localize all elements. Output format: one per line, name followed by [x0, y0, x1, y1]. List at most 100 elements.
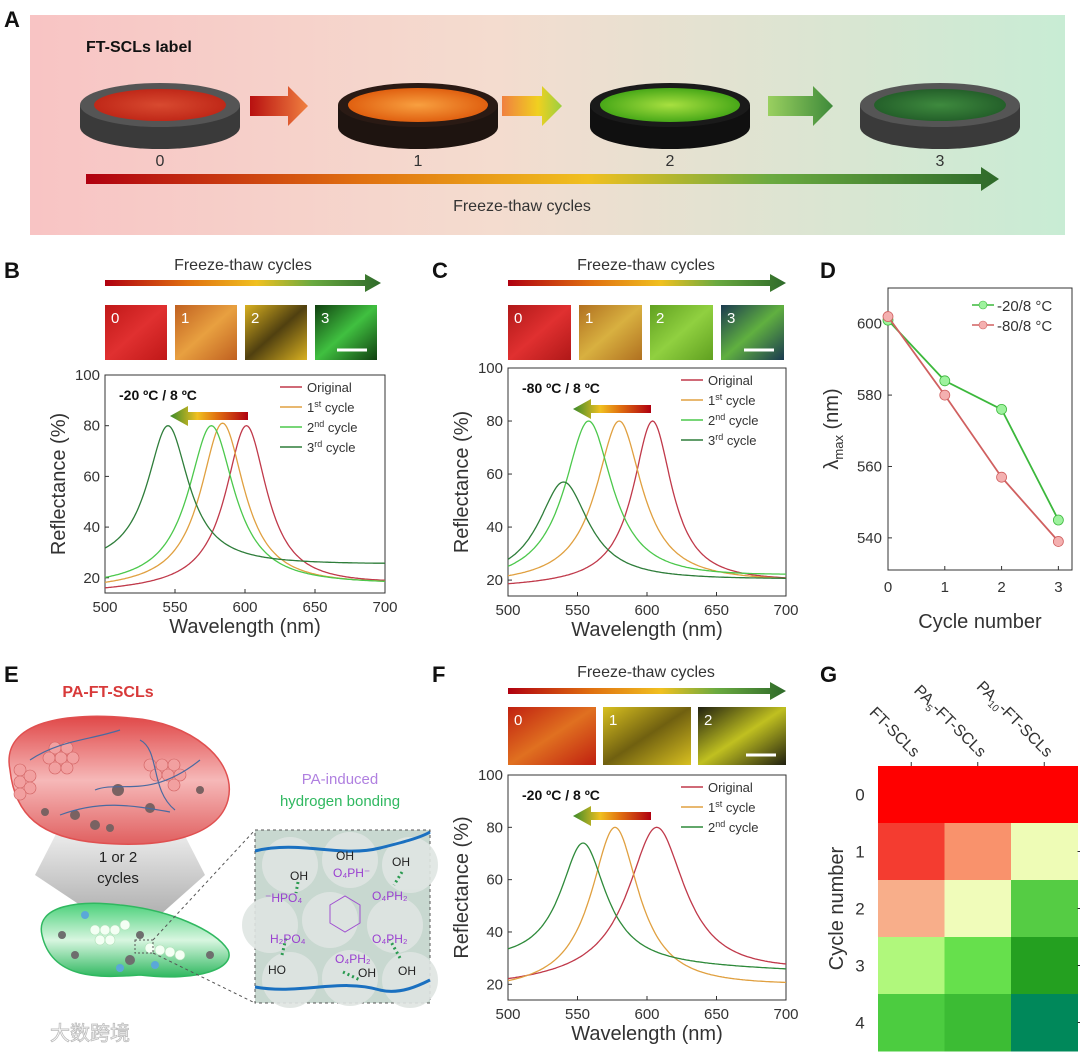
chem-label: OH	[392, 855, 410, 869]
heatmap-cell-r1-c0	[878, 823, 945, 881]
series-line-3rd-cycle	[507, 481, 786, 579]
micrograph-tile	[650, 305, 713, 360]
data-point	[1052, 536, 1064, 547]
data-point	[996, 471, 1007, 483]
x-tick-label: 0	[884, 579, 892, 596]
heatmap-cell-r3-c2	[1011, 937, 1078, 995]
hydrogen-bonding-inset: OH OH OH O₄PH⁻ ⁻HPO₄ O₄PH₂ H₂PO₄ O₄PH₂ O…	[242, 829, 438, 1008]
legend-text: Original	[708, 780, 753, 795]
legend-text: cycle	[324, 420, 357, 435]
disc-stage-0	[80, 83, 240, 149]
x-tick-label: 3	[1054, 579, 1062, 596]
transition-label-line-1: 1 or 2	[99, 849, 137, 866]
transition-label-line-2: cycles	[97, 870, 139, 887]
chem-label: O₄PH₂	[335, 952, 371, 966]
chart-d-lambda-max: 0 1 2 3 540 560 580 600 Cycle number λmax (nm) -20…	[821, 287, 1073, 633]
y-tick-label: 20	[83, 570, 100, 587]
x-tick-label: 550	[162, 599, 187, 616]
legend-label: 1st cycle	[307, 399, 354, 415]
legend-marker	[978, 320, 988, 330]
heatmap-cell-r0-c0	[878, 766, 945, 824]
micrograph-tile	[508, 707, 596, 765]
condition-label: -20 ºC / 8 ºC	[119, 387, 197, 403]
panel-label-f: F	[432, 662, 445, 687]
x-tick-label: 500	[495, 602, 520, 619]
x-tick-label: 650	[704, 1006, 729, 1023]
legend-label: 1st cycle	[708, 392, 755, 408]
micrograph-strip-c: 0 1 2 3	[508, 305, 784, 360]
micrograph-tile-label: 1	[585, 310, 593, 327]
chem-label: ⁻HPO₄	[265, 891, 302, 905]
x-axis-label: Wavelength (nm)	[169, 616, 321, 638]
chart-c-reflectance: 500 550 600 650 700 20 40 60 80 100 Wavelength (nm…	[451, 360, 799, 641]
panel-label-e: E	[4, 662, 19, 687]
transition-arrow-icon	[35, 830, 205, 915]
legend-sup: rd	[715, 432, 723, 442]
stage-arrow-icon	[250, 86, 308, 126]
stage-arrow-icon	[502, 86, 562, 126]
micrograph-tile	[245, 305, 307, 360]
panel-label-g: G	[820, 662, 837, 687]
y-tick-label: 100	[478, 360, 503, 377]
heatmap-cell-r0-c1	[944, 766, 1012, 824]
x-tick-label: 600	[232, 599, 257, 616]
chem-label: O₄PH⁻	[333, 866, 370, 880]
y-axis-label: Reflectance (%)	[451, 411, 473, 553]
red-state-blob	[8, 715, 231, 845]
legend-label: Original	[708, 780, 753, 795]
stage-label: 2	[666, 153, 675, 170]
data-point	[939, 389, 951, 401]
heatmap-cell-r2-c0	[878, 880, 945, 938]
blue-shift-arrow-icon	[573, 806, 651, 826]
legend-label: -20/8 °C	[997, 298, 1052, 315]
micrograph-header: Freeze-thaw cycles	[577, 664, 715, 681]
x-tick-label: 1	[941, 579, 949, 596]
heatmap-cell-r2-c2	[1011, 880, 1078, 938]
legend-sup: st	[314, 399, 322, 409]
legend-text: cycle	[322, 440, 355, 455]
y-tick-label: 580	[857, 387, 882, 404]
chem-label: OH	[290, 869, 308, 883]
panel-a-title: FT-SCLs label	[86, 39, 192, 56]
condition-label: -20 ºC / 8 ºC	[522, 787, 600, 803]
legend-sup: rd	[314, 439, 322, 449]
legend-sup: nd	[715, 412, 725, 422]
legend-label: 2nd cycle	[708, 819, 758, 835]
freeze-thaw-arrow-icon	[105, 274, 381, 292]
stage-label: 1	[414, 153, 423, 170]
micrograph-tile-label: 0	[514, 712, 522, 729]
micrograph-tile-label: 2	[704, 712, 712, 729]
panel-label-c: C	[432, 258, 448, 283]
legend-text: Original	[307, 380, 352, 395]
column-label-text: -FT-SCLs	[995, 700, 1055, 760]
y-tick-label: 20	[486, 572, 503, 589]
y-tick-label: 60	[486, 466, 503, 483]
series-line	[887, 319, 1060, 521]
legend-text: cycle	[725, 820, 758, 835]
legend-text: 1	[708, 800, 715, 815]
x-tick-label: 700	[773, 602, 798, 619]
legend-text: cycle	[725, 413, 758, 428]
mechanism-label-line-1: PA-induced	[302, 771, 378, 788]
legend-marker	[978, 300, 988, 310]
heatmap-cell-r3-c1	[944, 937, 1012, 995]
chem-label: HO	[268, 963, 286, 977]
legend-text: 3	[708, 433, 715, 448]
y-tick-label: 40	[486, 519, 503, 536]
legend-text: Original	[708, 373, 753, 388]
legend-label: Original	[708, 373, 753, 388]
stage-label: 0	[156, 153, 165, 170]
micrograph-tile-label: 2	[251, 310, 259, 327]
series-line	[887, 316, 1060, 542]
row-label: 3	[855, 957, 864, 976]
y-tick-label: 60	[486, 872, 503, 889]
y-axis-symbol: λ	[821, 460, 843, 470]
x-tick-label: 650	[302, 599, 327, 616]
x-tick-label: 600	[634, 1006, 659, 1023]
y-tick-label: 40	[83, 519, 100, 536]
panel-e-diagram: PA-FT-SCLs 1 or 2 cycles PA-induced hydr…	[8, 684, 438, 1045]
chart-f-reflectance: 500 550 600 650 700 20 40 60 80 100 Wavelength (nm…	[451, 767, 799, 1045]
y-axis-label: Reflectance (%)	[451, 816, 473, 958]
freeze-thaw-arrow-icon	[508, 274, 786, 292]
